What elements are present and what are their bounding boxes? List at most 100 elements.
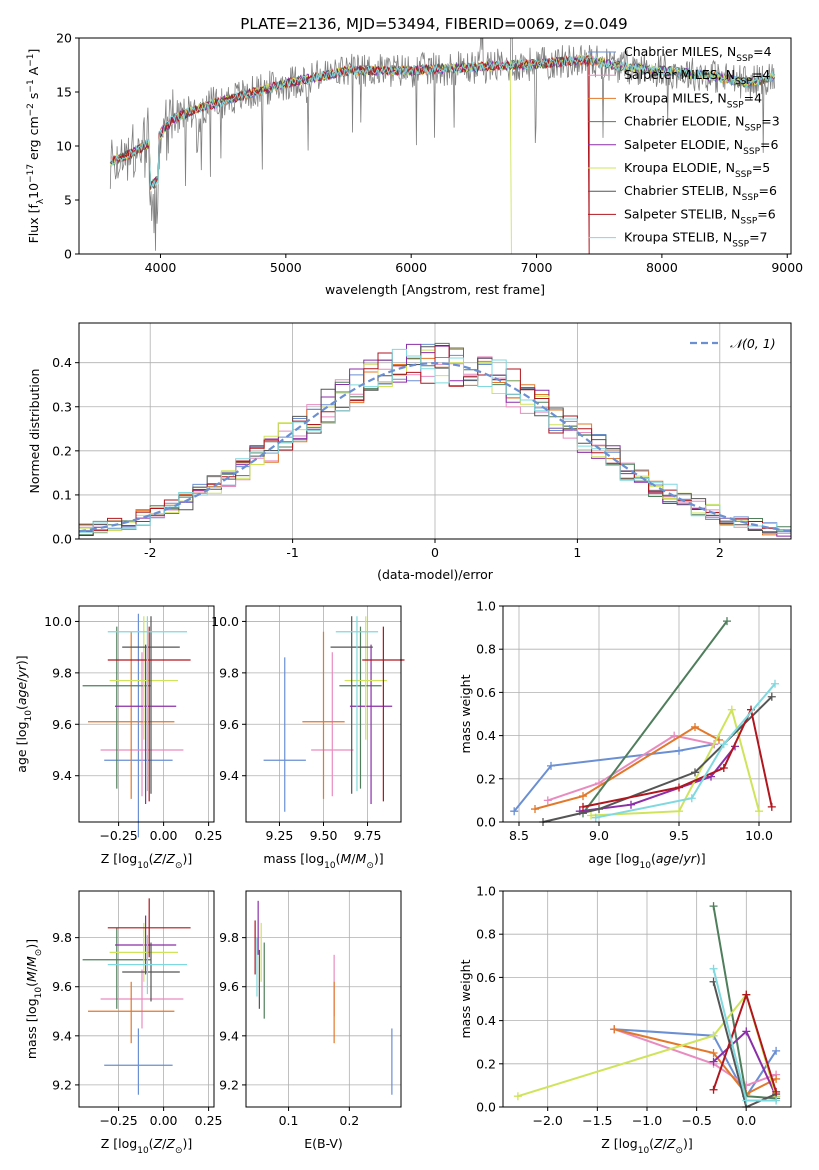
mass-weight-point <box>772 1074 781 1083</box>
mass-weight-point <box>543 796 552 805</box>
mass-weight-point <box>531 805 539 814</box>
mass-weight-point <box>691 768 699 777</box>
mass-weight-point <box>595 805 603 814</box>
y-tick-label: 9.8 <box>219 665 239 680</box>
mass-weight-point <box>675 807 683 816</box>
mass-weight-point <box>772 1087 781 1096</box>
mass-weight-point <box>587 811 595 820</box>
mass-weight-point <box>510 807 519 816</box>
panel-ylabel: mass weight <box>458 959 473 1038</box>
x-tick-label: 0.00 <box>150 828 178 843</box>
y-tick-label: 0.0 <box>52 532 72 547</box>
mass-weight-point <box>771 679 779 688</box>
y-tick-label: 0.6 <box>476 970 496 985</box>
x-tick-label: 5000 <box>270 260 302 275</box>
x-tick-label: −0.25 <box>99 1113 137 1128</box>
mass-weight-point <box>709 1031 718 1040</box>
axes-weight_vs_age: 8.5 9.0 9.5 10.0 0.0 0.2 0.4 0.6 0.8 1.0 age [log1… <box>458 599 792 871</box>
x-tick-label: 2 <box>716 545 724 560</box>
axes-frame <box>245 890 402 1108</box>
y-tick-label: 0.1 <box>52 487 72 502</box>
axes-frame <box>78 322 792 540</box>
residual-histogram-step <box>79 345 791 536</box>
axes-residuals: -2 -1 0 1 2 0.0 0.1 0.2 0.3 0.4 (data-model)/error… <box>27 322 792 582</box>
y-tick-label: 9.2 <box>219 1077 239 1092</box>
mass-weight-point <box>742 990 751 999</box>
legend-entry: Salpeter MILES, NSSP=4 <box>624 67 770 87</box>
y-tick-label: 0 <box>64 247 72 262</box>
normal-reference-curve <box>78 361 792 533</box>
panel-ylabel: age [log10(age/yr)] <box>14 655 34 772</box>
y-tick-label: 10.0 <box>211 614 239 629</box>
panel-xlabel: Z [log10(Z/Z⊙)] <box>101 851 193 871</box>
residual-xlabel: (data-model)/error <box>377 567 494 582</box>
axes-frame <box>78 37 792 255</box>
y-tick-label: 0.2 <box>52 443 72 458</box>
x-tick-label: 9.75 <box>354 828 382 843</box>
y-tick-label: 0.4 <box>52 355 72 370</box>
y-tick-label: 0.6 <box>476 685 496 700</box>
mass-weight-line <box>582 620 728 814</box>
x-tick-label: 10.0 <box>745 828 773 843</box>
mass-weight-line <box>542 695 773 823</box>
mass-weight-line <box>534 725 720 810</box>
x-tick-label: 8.5 <box>509 828 529 843</box>
x-tick-label: −2.0 <box>533 1113 563 1128</box>
y-tick-label: 9.6 <box>219 979 239 994</box>
y-tick-label: 0.0 <box>476 1100 496 1115</box>
legend-entry: Kroupa STELIB, NSSP=7 <box>624 230 768 250</box>
legend-entry: Kroupa ELODIE, NSSP=5 <box>624 160 770 180</box>
panel-xlabel: mass [log10(M/M⊙)] <box>263 851 383 871</box>
axes-spectrum: 4000 5000 6000 7000 8000 9000 0 5 10 15 20 waveleng… <box>26 31 803 298</box>
mass-weight-point <box>719 764 728 772</box>
y-tick-label: 10.0 <box>44 614 72 629</box>
x-tick-label: 4000 <box>145 260 177 275</box>
mass-weight-line <box>595 683 776 819</box>
axes-age_vs_Z: −0.25 0.00 0.25 9.4 9.6 9.8 10.0 Z [log10(Z/Z⊙)… <box>14 605 223 871</box>
spectrum-xlabel: wavelength [Angstrom, rest frame] <box>325 282 545 297</box>
legend-entry: Chabrier MILES, NSSP=4 <box>624 44 772 64</box>
residual-ylabel: Normed distribution <box>27 369 42 494</box>
mass-weight-point <box>742 1027 751 1036</box>
legend-entry: Salpeter ELODIE, NSSP=6 <box>624 137 779 157</box>
y-tick-label: 10 <box>56 139 72 154</box>
mass-weight-point <box>513 1092 522 1101</box>
axes-mass_vs_Z: −0.25 0.00 0.25 9.2 9.4 9.6 9.8 Z [log10(Z/Z⊙)]… <box>24 890 223 1156</box>
x-tick-label: −1.5 <box>582 1113 612 1128</box>
mass-weight-line <box>579 745 736 813</box>
mass-weight-point <box>755 807 763 816</box>
mass-weight-point <box>591 813 600 822</box>
y-tick-label: 9.8 <box>52 930 72 945</box>
x-tick-label: 9.50 <box>310 828 338 843</box>
mass-weight-line <box>614 1028 777 1099</box>
panel-xlabel: Z [log10(Z/Z⊙)] <box>101 1136 193 1156</box>
spectrum-title: PLATE=2136, MJD=53494, FIBERID=0069, z=0… <box>240 15 627 33</box>
mass-weight-point <box>723 617 731 626</box>
y-tick-label: 9.4 <box>52 768 72 783</box>
mass-weight-line <box>613 1028 777 1087</box>
axes-weight_vs_Z: −2.0 −1.5 −1.0 −0.5 0.0 0.0 0.2 0.4 0.6 0.8 1.0 Z [… <box>458 884 792 1156</box>
mass-weight-line <box>590 706 760 817</box>
legend-entry: Kroupa MILES, NSSP=4 <box>624 90 762 110</box>
mass-weight-point <box>687 794 696 803</box>
x-tick-label: 9.0 <box>589 828 609 843</box>
mass-weight-line <box>712 968 777 1102</box>
mass-weight-point <box>772 1046 781 1055</box>
axes-frame <box>502 890 792 1108</box>
axes-frame <box>245 605 402 823</box>
y-tick-label: 9.8 <box>219 930 239 945</box>
spectrum-legend: Chabrier MILES, NSSP=4 Salpeter MILES, NS… <box>588 44 780 250</box>
mass-weight-point <box>670 731 679 740</box>
y-tick-label: 9.6 <box>52 979 72 994</box>
x-tick-label: 0 <box>431 545 439 560</box>
axes-frame <box>78 890 215 1108</box>
x-tick-label: 7000 <box>521 260 553 275</box>
y-tick-label: 20 <box>56 31 72 46</box>
y-tick-label: 9.4 <box>52 1028 72 1043</box>
axes-frame <box>502 605 792 823</box>
mass-weight-point <box>742 1096 751 1105</box>
y-tick-label: 0.4 <box>476 728 496 743</box>
x-tick-label: 0.00 <box>150 1113 178 1128</box>
x-tick-label: 1 <box>573 545 581 560</box>
